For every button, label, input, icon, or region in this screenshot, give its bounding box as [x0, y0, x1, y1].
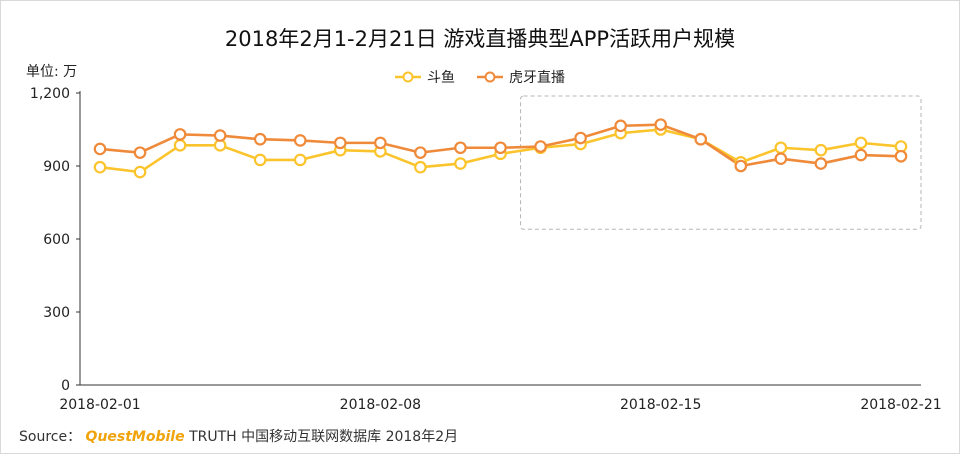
legend-swatch-douyu [395, 71, 421, 83]
data-point-series1 [213, 129, 227, 142]
data-point-series1 [574, 131, 587, 145]
data-point-series0 [854, 136, 868, 150]
y-tick-label: 300 [43, 305, 70, 321]
data-point-series0 [454, 157, 467, 170]
data-point-series1 [854, 148, 868, 162]
data-point-series1 [293, 134, 307, 147]
data-point-series0 [173, 139, 187, 152]
data-point-series1 [814, 157, 828, 170]
data-point-series1 [614, 119, 627, 133]
y-unit-label: 单位: 万 [26, 64, 78, 80]
legend-label-huya: 虎牙直播 [509, 70, 565, 86]
data-point-series1 [734, 159, 748, 173]
legend-label-douyu: 斗鱼 [427, 70, 455, 86]
data-point-series1 [253, 132, 267, 146]
data-point-series0 [774, 141, 788, 155]
y-tick-label: 900 [43, 159, 70, 175]
data-point-series1 [454, 141, 467, 155]
data-point-series1 [534, 140, 547, 153]
data-point-series1 [333, 136, 347, 150]
highlight-box [520, 95, 922, 230]
legend-swatch-huya [477, 71, 503, 83]
data-point-series1 [93, 142, 107, 156]
data-point-series0 [253, 153, 267, 167]
y-tick-label: 600 [43, 232, 70, 248]
source-note: Source： QuestMobile TRUTH 中国移动互联网数据库 201… [19, 426, 458, 446]
data-point-series1 [694, 132, 708, 146]
legend-item-huya: 虎牙直播 [477, 67, 565, 87]
legend: 斗鱼 虎牙直播 [1, 67, 959, 87]
data-point-series0 [414, 160, 427, 174]
source-prefix: Source： [19, 429, 82, 445]
data-point-series1 [494, 141, 507, 155]
data-point-series1 [173, 128, 187, 141]
source-rest: TRUTH 中国移动互联网数据库 2018年2月 [189, 429, 459, 445]
data-point-series1 [894, 149, 908, 163]
data-point-series1 [414, 146, 427, 159]
chart-title: 2018年2月1-2月21日 游戏直播典型APP活跃用户规模 [224, 27, 736, 51]
x-tick-label: 2018-02-01 [59, 397, 140, 413]
x-tick-label: 2018-02-21 [860, 397, 941, 413]
y-tick-label: 0 [61, 378, 70, 394]
x-tick-label: 2018-02-08 [340, 397, 421, 413]
y-tick-label: 1,200 [30, 86, 70, 102]
data-point-series1 [133, 146, 147, 159]
data-point-series0 [814, 143, 828, 157]
x-tick-label: 2018-02-15 [620, 397, 701, 413]
data-point-series0 [133, 165, 147, 179]
source-brand: QuestMobile [85, 429, 185, 445]
data-point-series1 [654, 118, 667, 131]
data-point-series0 [293, 153, 307, 167]
data-point-series1 [774, 152, 788, 165]
data-point-series1 [374, 136, 387, 150]
legend-item-douyu: 斗鱼 [395, 67, 455, 87]
data-point-series0 [93, 160, 107, 174]
